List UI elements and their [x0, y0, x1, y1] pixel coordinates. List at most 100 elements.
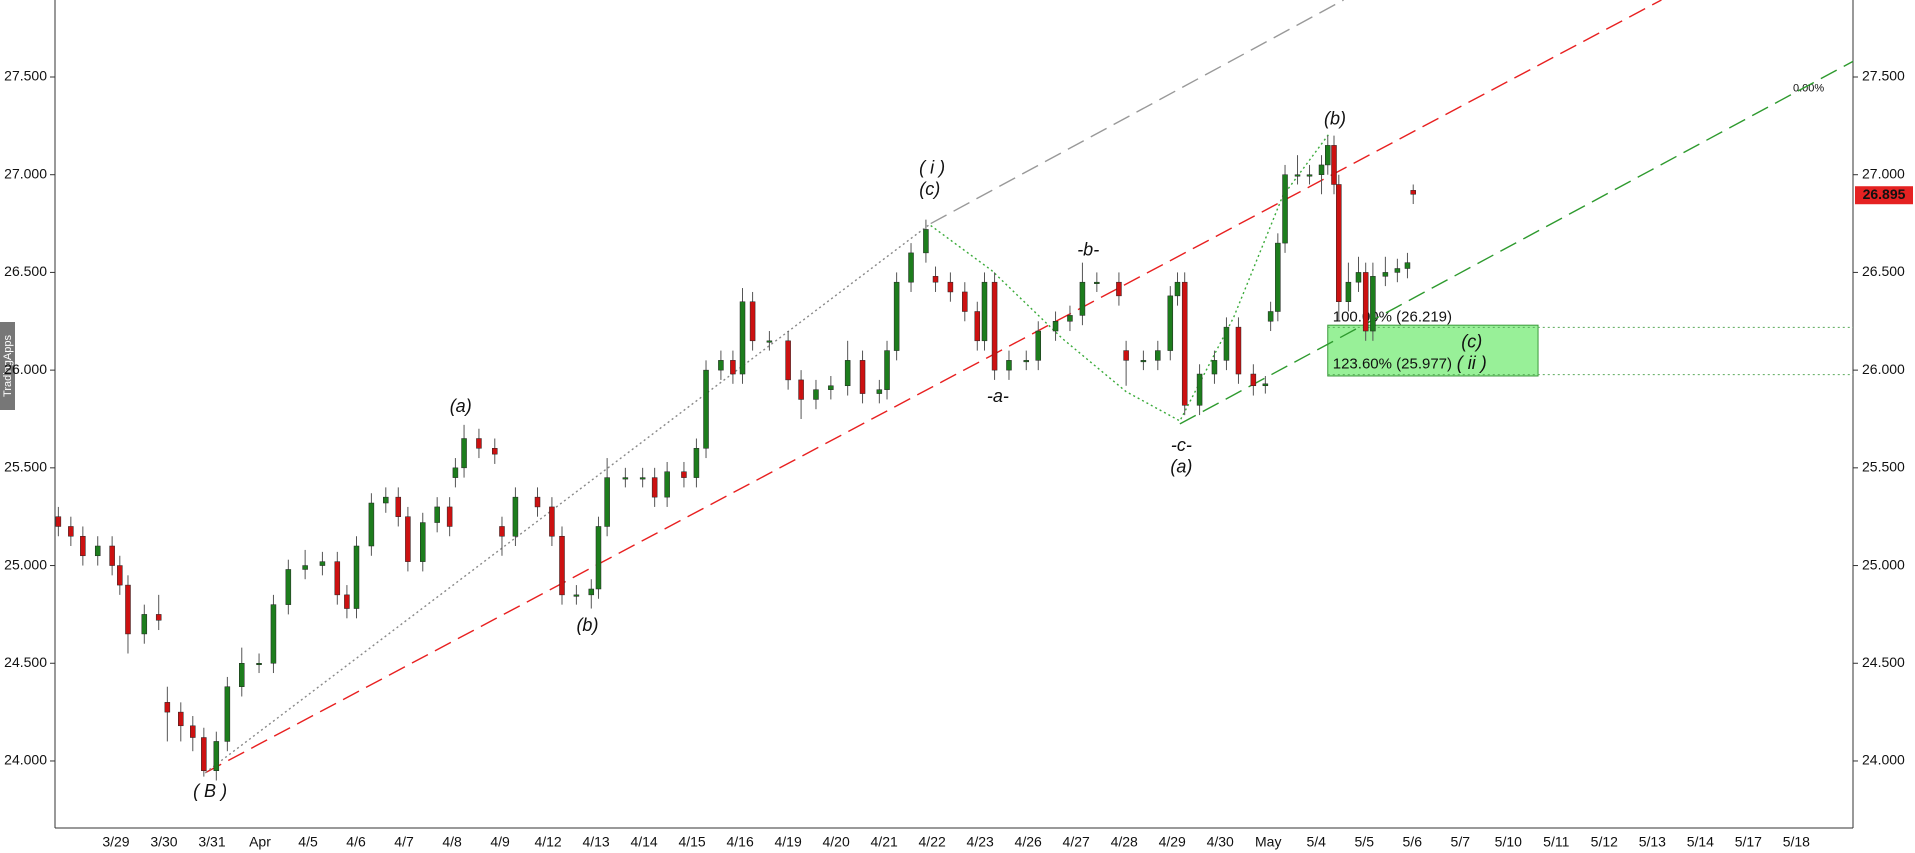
- candle-body: [1282, 174, 1288, 244]
- candle-body: [201, 737, 207, 771]
- x-tick-label: 4/26: [1015, 834, 1042, 850]
- candle-body: [1355, 272, 1362, 283]
- candle-body: [353, 545, 360, 609]
- x-tick-label: 5/5: [1355, 834, 1375, 850]
- y-tick-label: 27.000: [4, 165, 47, 181]
- candle-body: [1052, 321, 1059, 332]
- candle-body: [908, 252, 914, 283]
- candle-body: [512, 496, 519, 537]
- candle-body: [798, 379, 804, 400]
- x-tick-label: 5/13: [1639, 834, 1666, 850]
- candle-body: [1370, 276, 1376, 332]
- candle-body: [559, 535, 565, 596]
- candle-body: [1094, 281, 1100, 284]
- candle-body: [813, 389, 819, 400]
- candle-body: [573, 594, 580, 597]
- x-tick-label: 5/11: [1543, 834, 1569, 850]
- candle-body: [164, 702, 171, 713]
- candle-body: [932, 276, 939, 283]
- wave-label: (c): [919, 179, 940, 199]
- candle-body: [651, 477, 658, 498]
- candle-body: [1250, 373, 1257, 387]
- x-tick-label: 4/5: [298, 834, 318, 850]
- candle-body: [80, 535, 86, 557]
- candle-body: [859, 360, 866, 394]
- y-tick-label: 27.500: [4, 68, 47, 84]
- candle-body: [1006, 360, 1012, 371]
- candle-body: [446, 506, 453, 527]
- y-tick-label: 24.500: [1862, 654, 1905, 670]
- x-tick-label: Apr: [249, 834, 271, 850]
- candle-body: [1211, 360, 1218, 375]
- trendline: [204, 0, 1662, 774]
- candle-body: [334, 561, 341, 596]
- wave-label: -a-: [987, 386, 1009, 406]
- candle-body: [639, 477, 646, 480]
- candle-body: [1306, 174, 1313, 177]
- wave-label: -c-: [1171, 435, 1192, 455]
- last-price-label: 26.895: [1863, 186, 1906, 202]
- x-tick-label: 4/12: [534, 834, 561, 850]
- candle-body: [190, 725, 196, 738]
- wave-label: (a): [1170, 457, 1192, 477]
- candle-body: [178, 711, 184, 727]
- candle-body: [785, 340, 791, 381]
- candle-body: [1267, 311, 1274, 322]
- last-price-tag: [1855, 186, 1913, 205]
- candle-body: [1331, 145, 1337, 185]
- x-tick-label: 4/22: [919, 834, 946, 850]
- candle-body: [1275, 242, 1281, 312]
- candle-body: [884, 350, 890, 390]
- x-tick-label: 5/18: [1783, 834, 1810, 850]
- candle-body: [828, 385, 834, 390]
- x-tick-label: 5/14: [1687, 834, 1714, 850]
- candle-body: [693, 448, 700, 478]
- candle-body: [55, 516, 62, 527]
- x-tick-label: 4/14: [630, 834, 657, 850]
- y-tick-label: 26.000: [4, 361, 47, 377]
- candle-body: [1262, 383, 1269, 387]
- x-tick-label: 5/4: [1307, 834, 1327, 850]
- x-tick-label: 4/27: [1063, 834, 1090, 850]
- candle-body: [224, 686, 231, 742]
- candle-body: [1116, 281, 1122, 297]
- candle-body: [94, 545, 101, 557]
- candle-body: [730, 360, 736, 375]
- candle-body: [452, 467, 459, 478]
- candle-body: [302, 565, 308, 570]
- candle-body: [1382, 272, 1389, 277]
- x-tick-label: 5/6: [1403, 834, 1423, 850]
- x-tick-label: 4/13: [582, 834, 609, 850]
- x-tick-label: 3/30: [150, 834, 177, 850]
- candle-body: [622, 477, 629, 480]
- candle-body: [1079, 281, 1086, 316]
- candle-body: [1035, 330, 1042, 361]
- x-tick-label: 4/21: [871, 834, 898, 850]
- candle-body: [434, 506, 440, 523]
- candle-body: [1345, 281, 1352, 302]
- candle-body: [405, 516, 411, 562]
- candle-body: [664, 471, 670, 498]
- candle-body: [476, 438, 482, 449]
- candle-body: [213, 741, 220, 771]
- wave-label: ( ii ): [1457, 353, 1487, 373]
- wave-label: ( i ): [919, 158, 945, 178]
- fib-level-label: 100.00% (26.219): [1333, 308, 1452, 325]
- candle-body: [1023, 360, 1030, 363]
- fib-zero-label: 0.00%: [1793, 83, 1824, 95]
- x-tick-label: 4/30: [1207, 834, 1234, 850]
- candle-body: [1404, 262, 1411, 269]
- candle-body: [68, 526, 74, 537]
- candle-body: [499, 526, 505, 537]
- candle-body: [270, 604, 277, 664]
- x-tick-label: 4/15: [678, 834, 705, 850]
- x-tick-label: 5/17: [1735, 834, 1762, 850]
- candle-body: [239, 663, 245, 687]
- y-tick-label: 25.500: [1862, 459, 1905, 475]
- trendline: [204, 223, 932, 774]
- trendline: [1179, 60, 1854, 425]
- y-tick-label: 27.000: [1862, 165, 1905, 181]
- y-tick-label: 26.500: [1862, 263, 1905, 279]
- candle-body: [141, 614, 148, 635]
